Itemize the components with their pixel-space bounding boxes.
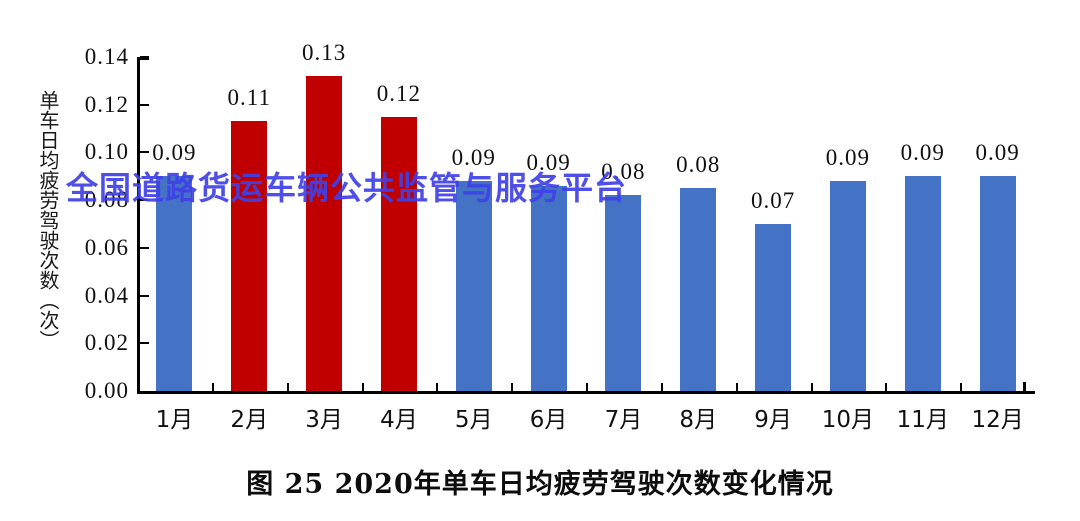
x-axis-tick — [586, 383, 588, 394]
bar-value-label: 0.09 — [526, 149, 571, 175]
y-axis-tick — [140, 199, 149, 202]
bar-2月 — [231, 121, 268, 391]
y-axis-line — [137, 57, 140, 391]
bar-9月 — [755, 224, 792, 391]
bar-11月 — [904, 176, 941, 391]
y-axis-tick-labels: 0.14 0.12 0.10 0.08 0.06 0.04 0.02 0.00 — [55, 44, 129, 403]
y-axis-tick — [140, 151, 149, 154]
bar-8月 — [680, 188, 717, 391]
bar-value-label: 0.09 — [825, 145, 871, 171]
y-axis-tick — [140, 342, 149, 345]
y-axis-tick-label: 0.02 — [84, 330, 129, 356]
x-axis-tick — [511, 383, 514, 394]
bar-value-label: 0.09 — [975, 140, 1020, 166]
x-axis-tick — [436, 383, 439, 394]
y-axis-tick-label: 0.00 — [84, 378, 129, 403]
bar-10月 — [829, 181, 866, 391]
x-axis-tick — [211, 383, 214, 394]
x-axis-tick-label: 1月 — [155, 407, 194, 433]
y-axis-tick-label: 0.14 — [84, 44, 129, 69]
x-axis-tick-label: 11月 — [896, 407, 949, 433]
bar-value-label: 0.09 — [900, 140, 945, 166]
x-axis-tick-label: 9月 — [754, 407, 792, 433]
x-axis-tick-label: 3月 — [305, 407, 343, 433]
plot-area: 0.09 0.11 0.13 0.12 0.09 0.09 0.08 0.08 0.07 0.09… — [137, 40, 1035, 394]
bar-7月 — [605, 195, 642, 391]
bar-value-label: 0.12 — [376, 80, 422, 106]
x-axis-tick — [810, 383, 813, 394]
x-axis-tick-label: 4月 — [380, 407, 418, 433]
y-axis-tick — [140, 246, 149, 249]
y-axis-tick-label: 0.06 — [84, 234, 129, 260]
bar-5月 — [455, 181, 492, 391]
y-axis-tick-label: 0.08 — [84, 187, 129, 213]
x-axis-tick — [885, 383, 888, 394]
bar-value-label: 0.09 — [451, 145, 496, 171]
bar-1月 — [156, 176, 193, 391]
bar-value-label: 0.11 — [227, 85, 271, 111]
bar-6月 — [530, 185, 567, 391]
x-axis-tick-labels: 1月 2月 3月 4月 5月 6月 7月 8月 9月 10月 11月 12月 — [137, 0, 1035, 433]
bar-value-label: 0.08 — [601, 159, 646, 185]
bar-3月 — [306, 76, 343, 391]
y-axis-tick-label: 0.04 — [84, 282, 129, 308]
x-axis-tick-label: 12月 — [971, 407, 1024, 433]
bar-value-label: 0.13 — [301, 40, 347, 66]
bar-value-label: 0.09 — [152, 140, 197, 166]
bar-12月 — [979, 176, 1016, 391]
x-axis-tick-label: 6月 — [529, 407, 568, 433]
y-axis-top-cap — [137, 57, 149, 60]
figure-caption: 图 25 2020年单车日均疲劳驾驶次数变化情况 — [246, 469, 834, 500]
y-axis-tick-label: 0.10 — [84, 139, 129, 165]
bar-value-label: 0.08 — [676, 152, 721, 178]
x-axis-tick — [660, 383, 663, 394]
y-axis-tick — [140, 103, 149, 106]
y-axis-tick-label: 0.12 — [84, 91, 129, 117]
bar-4月 — [380, 116, 417, 391]
x-axis-tick — [735, 383, 738, 394]
x-axis-end-cap — [1023, 382, 1026, 394]
y-axis-tick — [140, 56, 149, 58]
x-axis-tick — [286, 383, 289, 394]
x-axis-tick-label: 7月 — [604, 407, 643, 433]
x-axis-tick-label: 8月 — [679, 407, 718, 433]
x-axis-tick-label: 2月 — [230, 407, 269, 433]
x-axis-tick — [960, 383, 963, 394]
x-axis-tick-label: 5月 — [454, 407, 493, 433]
bar-value-label: 0.07 — [750, 188, 796, 213]
x-axis-tick — [361, 383, 364, 394]
y-axis-tick — [140, 294, 149, 297]
y-axis-title: 单车日均疲劳驾驶次数（次） — [36, 90, 60, 350]
x-axis-tick-label: 10月 — [821, 407, 875, 433]
